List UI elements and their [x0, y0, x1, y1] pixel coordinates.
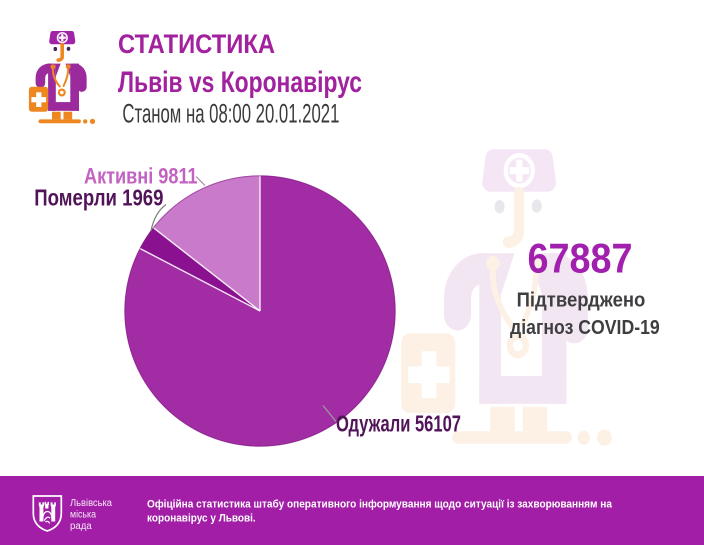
svg-text:Померли 1969: Померли 1969 — [34, 185, 163, 211]
svg-text:Одужали 56107: Одужали 56107 — [336, 411, 461, 437]
svg-text:діагноз COVID-19: діагноз COVID-19 — [510, 317, 660, 339]
svg-text:Станом на 08:00 20.01.2021: Станом на 08:00 20.01.2021 — [122, 98, 339, 128]
svg-text:Львівська: Львівська — [70, 498, 112, 509]
svg-text:рада: рада — [70, 521, 92, 532]
svg-text:коронавірус у Львові.: коронавірус у Львові. — [147, 512, 256, 524]
svg-text:Львів vs Коронавірус: Львів vs Коронавірус — [118, 66, 362, 99]
svg-text:Підтверджено: Підтверджено — [517, 290, 646, 312]
svg-text:міська: міська — [70, 510, 96, 521]
svg-text:Активні 9811: Активні 9811 — [84, 163, 198, 188]
svg-text:Офіційна статистика штабу опер: Офіційна статистика штабу оперативного і… — [147, 498, 613, 510]
svg-text:67887: 67887 — [528, 235, 633, 282]
svg-text:СТАТИСТИКА: СТАТИСТИКА — [118, 29, 275, 59]
